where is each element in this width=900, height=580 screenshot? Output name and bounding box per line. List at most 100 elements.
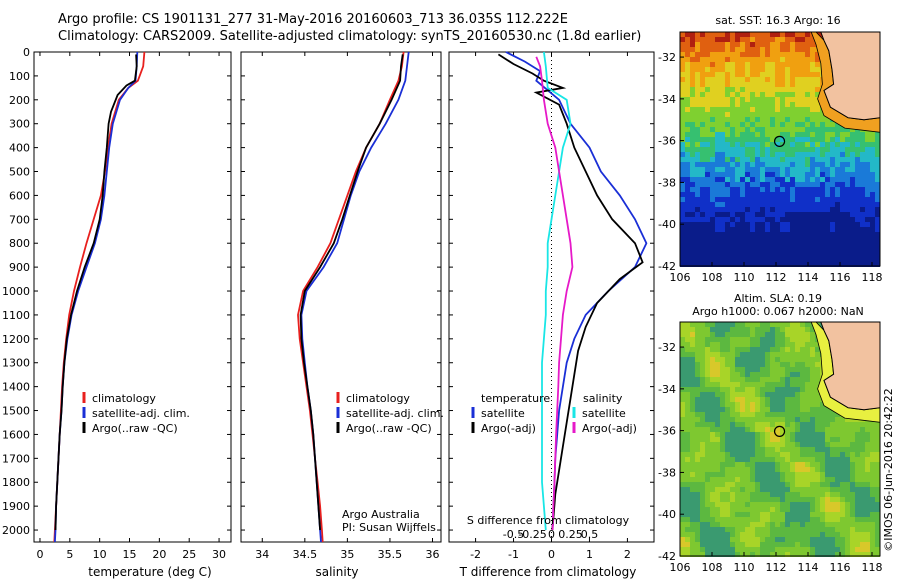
map-cell — [695, 542, 700, 547]
map-cell — [685, 47, 690, 52]
map-cell — [710, 252, 715, 257]
map-cell — [840, 462, 845, 467]
map-cell — [760, 397, 765, 402]
map-cell — [720, 162, 725, 167]
map-cell — [780, 332, 785, 337]
map-cell — [695, 222, 700, 227]
map-cell — [745, 177, 750, 182]
map-cell — [815, 172, 820, 177]
map-cell — [815, 217, 820, 222]
map-cell — [845, 207, 850, 212]
map-cell — [810, 222, 815, 227]
map-cell — [715, 537, 720, 542]
map-cell — [770, 262, 775, 267]
map-cell — [780, 392, 785, 397]
map-cell — [860, 502, 865, 507]
map-cell — [700, 412, 705, 417]
map-cell — [780, 472, 785, 477]
map-cell — [685, 182, 690, 187]
map-cell — [795, 177, 800, 182]
map-cell — [680, 472, 685, 477]
map-cell — [770, 152, 775, 157]
map-cell — [815, 457, 820, 462]
map-cell — [690, 527, 695, 532]
map-cell — [865, 137, 870, 142]
map-cell — [810, 202, 815, 207]
map-cell — [775, 202, 780, 207]
map-cell — [765, 362, 770, 367]
map-cell — [690, 487, 695, 492]
map-cell — [780, 67, 785, 72]
map-cell — [805, 87, 810, 92]
map-cell — [720, 417, 725, 422]
map-cell — [875, 467, 880, 472]
map-cell — [875, 222, 880, 227]
map-cell — [750, 187, 755, 192]
map-cell — [760, 162, 765, 167]
map-cell — [820, 532, 825, 537]
map-cell — [765, 67, 770, 72]
map-cell — [755, 407, 760, 412]
map-cell — [785, 372, 790, 377]
map-cell — [775, 462, 780, 467]
map-cell — [725, 367, 730, 372]
map-cell — [820, 242, 825, 247]
map-cell — [705, 487, 710, 492]
map-cell — [700, 477, 705, 482]
map-cell — [860, 262, 865, 267]
map-cell — [690, 462, 695, 467]
map-cell — [775, 87, 780, 92]
map-cell — [725, 167, 730, 172]
map-cell — [775, 197, 780, 202]
map-cell — [720, 227, 725, 232]
map-cell — [765, 537, 770, 542]
map-cell — [800, 227, 805, 232]
map-cell — [690, 452, 695, 457]
map-cell — [765, 147, 770, 152]
map-cell — [750, 532, 755, 537]
map-cell — [720, 397, 725, 402]
map-cell — [680, 212, 685, 217]
map-cell — [760, 77, 765, 82]
map-cell — [745, 87, 750, 92]
map-cell — [730, 132, 735, 137]
map-cell — [820, 217, 825, 222]
legend-label: Argo(..raw -QC) — [92, 422, 178, 435]
map-cell — [780, 547, 785, 552]
map-cell — [825, 447, 830, 452]
map-cell — [735, 482, 740, 487]
map-cell — [795, 472, 800, 477]
map-cell — [760, 532, 765, 537]
map-cell — [720, 67, 725, 72]
map-cell — [820, 407, 825, 412]
map-cell — [705, 212, 710, 217]
map-cell — [680, 132, 685, 137]
map-cell — [780, 57, 785, 62]
map-cell — [725, 67, 730, 72]
map-cell — [745, 377, 750, 382]
map-cell — [810, 182, 815, 187]
map-cell — [715, 522, 720, 527]
map-cell — [825, 252, 830, 257]
map-cell — [695, 517, 700, 522]
map-cell — [795, 87, 800, 92]
map-cell — [785, 197, 790, 202]
map-cell — [785, 47, 790, 52]
map-cell — [845, 432, 850, 437]
map-cell — [695, 467, 700, 472]
map-cell — [825, 482, 830, 487]
map-cell — [695, 492, 700, 497]
map-cell — [710, 202, 715, 207]
map-cell — [800, 542, 805, 547]
map-cell — [810, 347, 815, 352]
map-cell — [755, 182, 760, 187]
x-tick-label: 2 — [624, 548, 631, 561]
map-cell — [760, 467, 765, 472]
map-cell — [765, 452, 770, 457]
map-cell — [805, 52, 810, 57]
map-cell — [715, 117, 720, 122]
map-cell — [810, 82, 815, 87]
map-cell — [795, 62, 800, 67]
map-cell — [715, 182, 720, 187]
map-cell — [730, 477, 735, 482]
